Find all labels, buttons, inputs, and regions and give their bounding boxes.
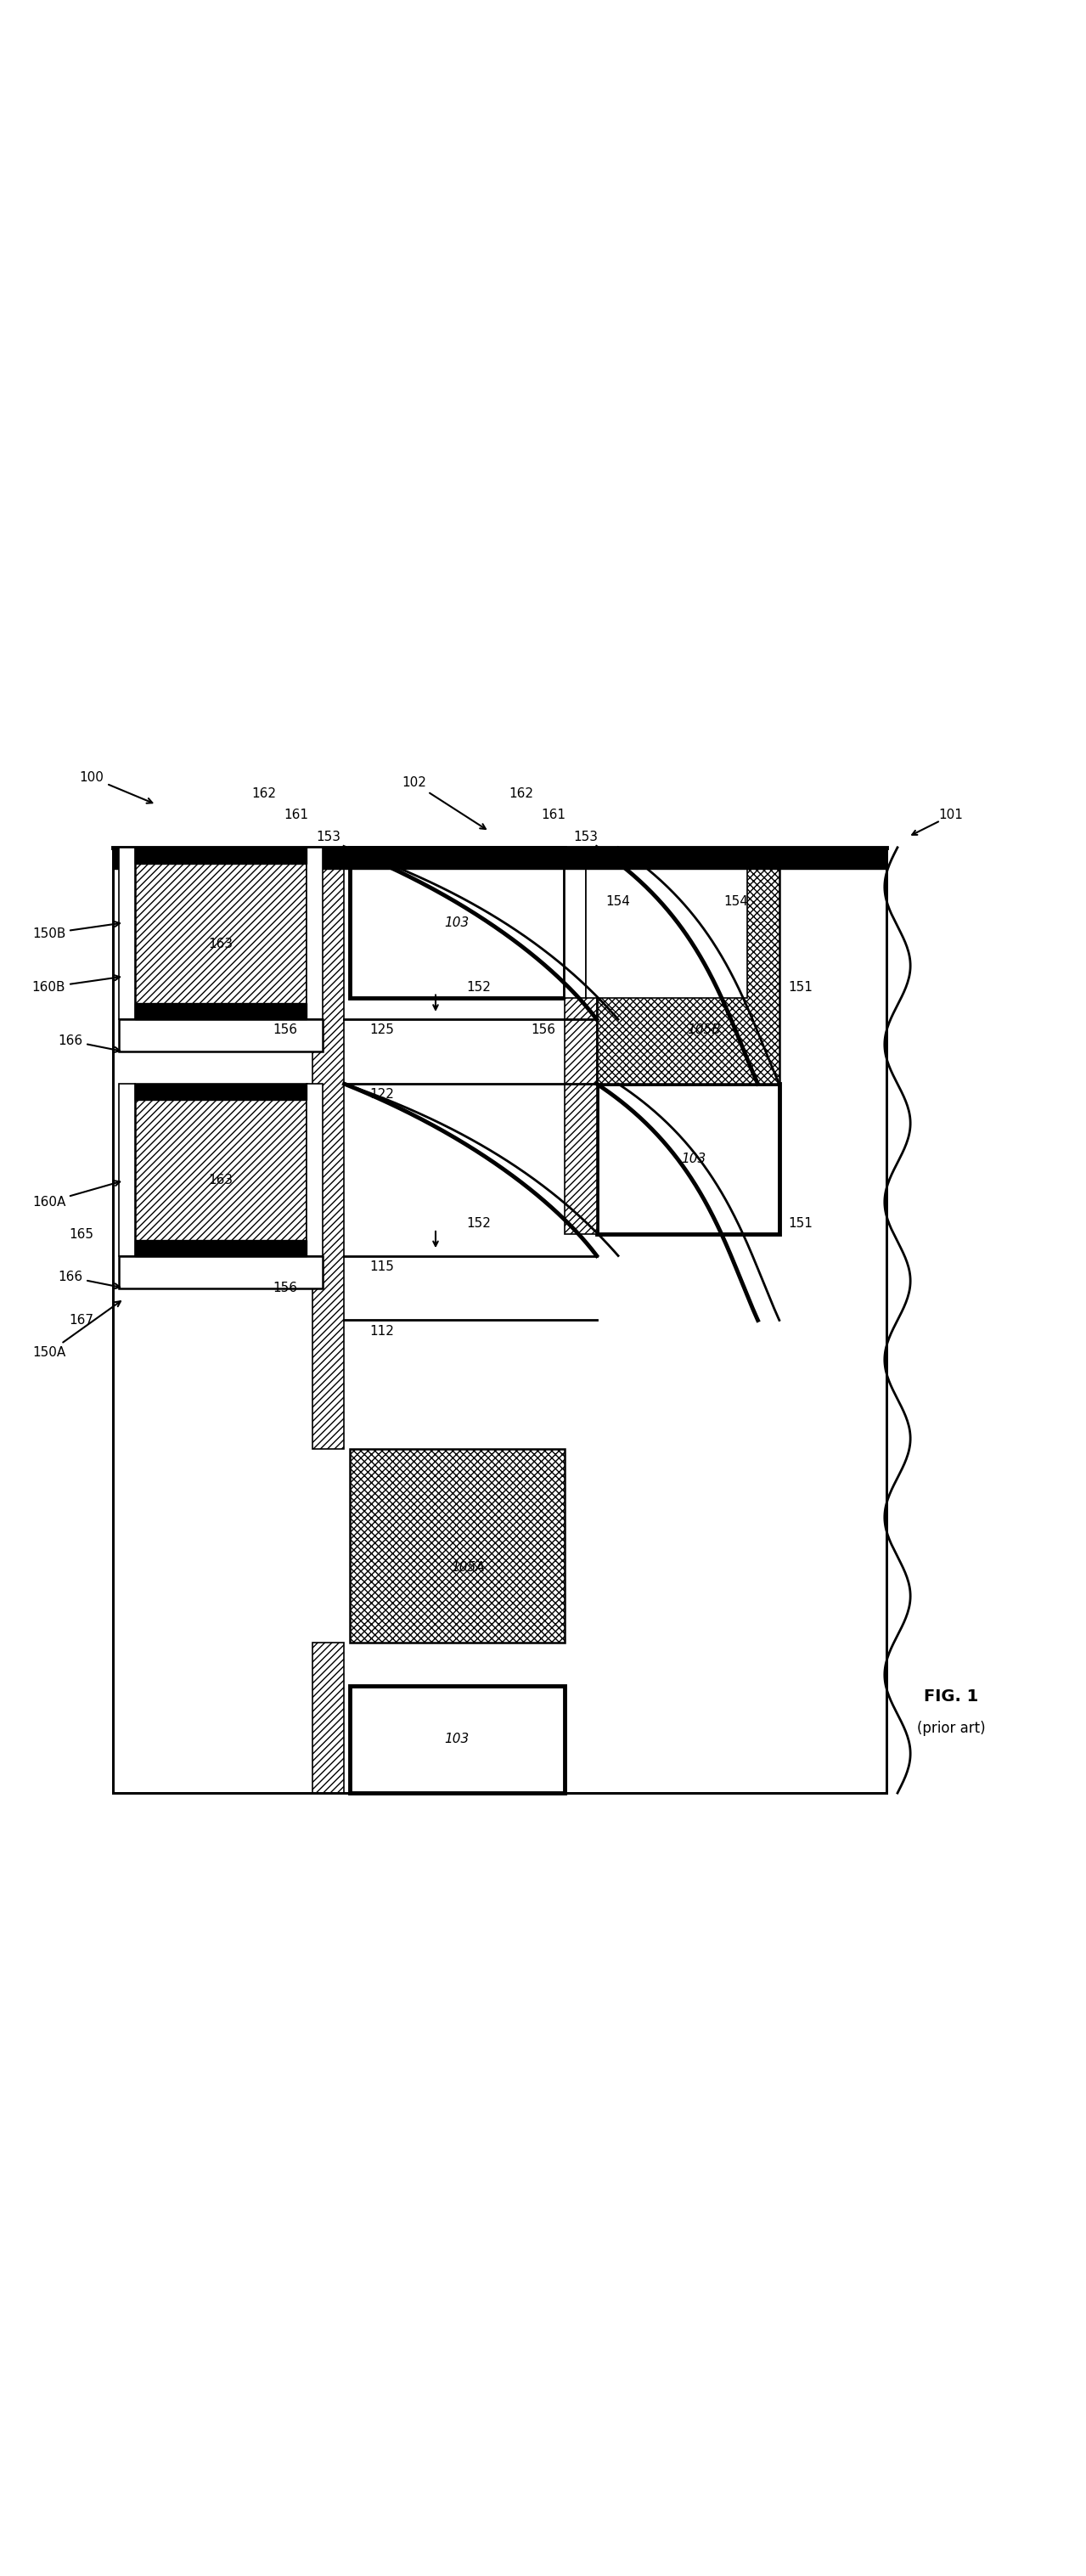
Text: 163: 163 <box>209 938 233 951</box>
Text: 156: 156 <box>273 1283 298 1293</box>
Bar <box>350 1450 565 1643</box>
Bar <box>113 848 887 1793</box>
Text: 103: 103 <box>444 1734 469 1747</box>
Text: 101: 101 <box>939 809 963 822</box>
Text: 156: 156 <box>531 1023 555 1036</box>
Text: 102: 102 <box>402 775 485 829</box>
Bar <box>118 1020 323 1051</box>
Bar <box>135 1239 306 1255</box>
Text: 103: 103 <box>681 1151 706 1164</box>
Bar <box>586 848 747 997</box>
Text: 150A: 150A <box>33 1301 121 1358</box>
Bar <box>312 848 344 1450</box>
Bar <box>565 848 586 997</box>
Text: 161: 161 <box>283 809 308 822</box>
Text: 103: 103 <box>444 917 469 930</box>
Text: 162: 162 <box>251 788 276 801</box>
Text: (prior art): (prior art) <box>917 1721 985 1736</box>
Text: 105B: 105B <box>687 1023 721 1036</box>
Bar <box>596 848 780 1084</box>
Text: 151: 151 <box>788 981 813 994</box>
Bar <box>306 848 323 1020</box>
Text: 166: 166 <box>58 1270 119 1288</box>
Text: FIG. 1: FIG. 1 <box>924 1687 978 1705</box>
Text: 165: 165 <box>68 1229 93 1242</box>
Text: 153: 153 <box>316 829 341 842</box>
Text: 154: 154 <box>606 894 631 907</box>
Text: 167: 167 <box>68 1314 93 1327</box>
Bar <box>350 848 565 997</box>
Text: 152: 152 <box>466 1218 491 1229</box>
Bar <box>350 1685 565 1793</box>
Text: 115: 115 <box>369 1260 394 1273</box>
Text: 162: 162 <box>509 788 534 801</box>
Text: 160A: 160A <box>33 1180 119 1208</box>
Text: 161: 161 <box>542 809 566 822</box>
Bar <box>118 848 135 1020</box>
Bar <box>135 848 306 1020</box>
Text: 122: 122 <box>369 1087 394 1100</box>
Text: 100: 100 <box>79 770 152 804</box>
Text: 125: 125 <box>369 1023 394 1036</box>
Text: 156: 156 <box>273 1023 298 1036</box>
Text: 166: 166 <box>58 1036 119 1051</box>
Bar <box>596 1084 780 1234</box>
Text: 105A: 105A <box>451 1561 484 1574</box>
Bar <box>135 1084 306 1255</box>
Text: 163: 163 <box>209 1175 233 1188</box>
Text: 150B: 150B <box>33 922 119 940</box>
Bar <box>565 848 596 1234</box>
Text: 152: 152 <box>466 981 491 994</box>
Bar <box>312 1643 344 1793</box>
Bar <box>135 1084 306 1100</box>
Text: 153: 153 <box>573 829 598 842</box>
Bar <box>135 1002 306 1020</box>
Bar <box>306 1084 323 1255</box>
Bar <box>135 848 306 863</box>
Text: 151: 151 <box>788 1218 813 1229</box>
Bar <box>118 1255 323 1288</box>
Text: 154: 154 <box>724 894 748 907</box>
Text: 112: 112 <box>369 1324 394 1337</box>
Bar <box>118 1084 135 1255</box>
Text: 160B: 160B <box>33 976 119 994</box>
Bar <box>113 848 887 868</box>
